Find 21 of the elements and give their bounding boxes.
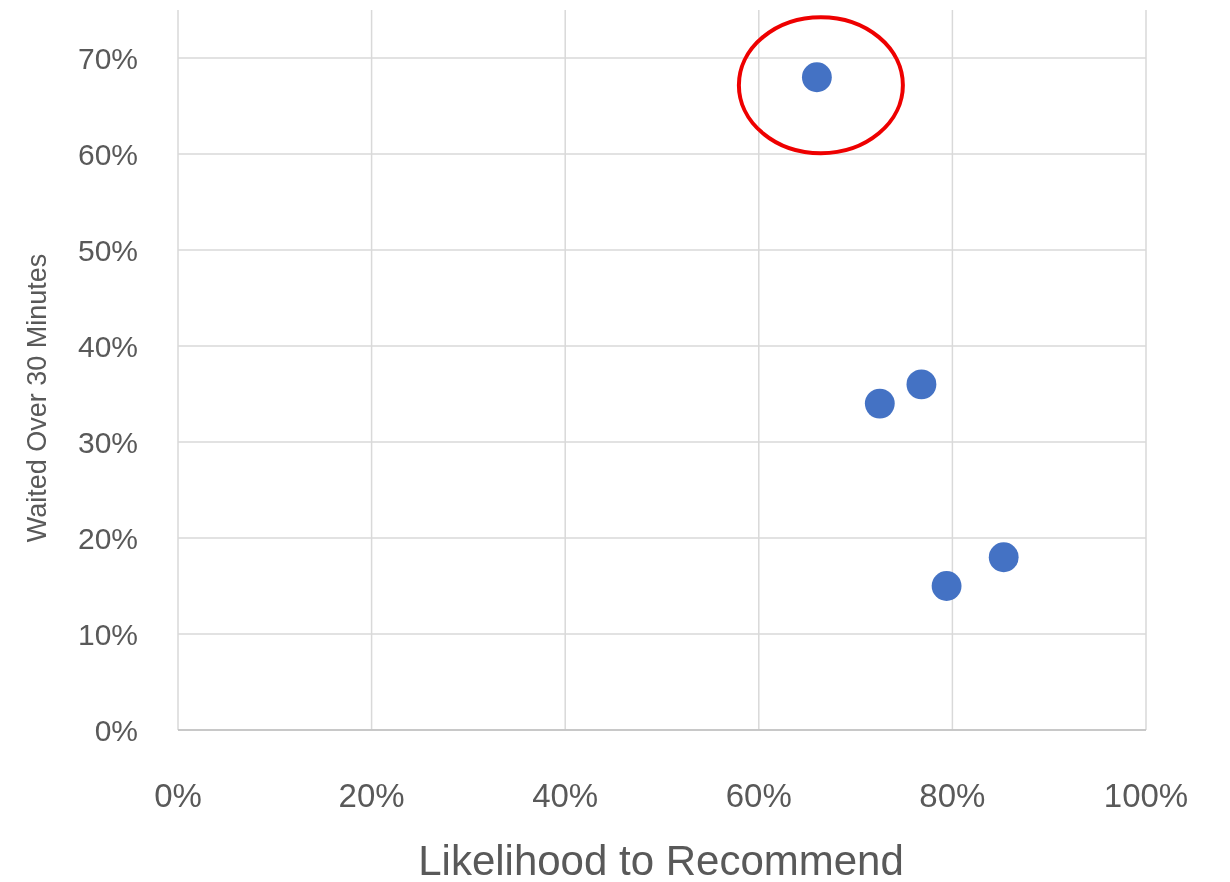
- point: [988, 542, 1019, 573]
- x-tick-label: 100%: [1103, 777, 1189, 814]
- x-tick-label: 60%: [725, 777, 792, 814]
- x-axis-title: Likelihood to Recommend: [418, 837, 904, 882]
- y-tick-label: 40%: [77, 329, 138, 363]
- x-tick-label: 80%: [919, 777, 986, 814]
- y-axis-title: Waited Over 30 Minutes: [22, 253, 52, 543]
- x-tick-label: 0%: [154, 777, 202, 814]
- x-tick-label: 20%: [338, 777, 405, 814]
- y-tick-label: 30%: [77, 425, 138, 459]
- point: [906, 369, 937, 400]
- point: [931, 571, 962, 601]
- y-tick-label: 0%: [94, 713, 138, 747]
- y-tick-label: 50%: [77, 233, 138, 267]
- y-tick-label: 10%: [77, 617, 138, 651]
- y-tick-label: 70%: [77, 41, 138, 75]
- x-tick-label: 40%: [532, 777, 599, 814]
- y-tick-label: 20%: [77, 521, 138, 555]
- y-tick-label: 60%: [77, 137, 138, 171]
- point: [801, 62, 832, 93]
- point: [864, 388, 895, 419]
